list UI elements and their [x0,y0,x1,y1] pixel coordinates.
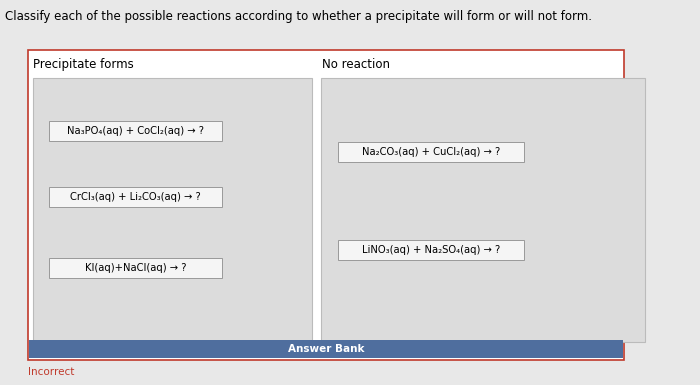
Text: Answer Bank: Answer Bank [288,344,364,354]
FancyBboxPatch shape [49,121,222,141]
Text: CrCl₃(aq) + Li₂CO₃(aq) → ?: CrCl₃(aq) + Li₂CO₃(aq) → ? [70,192,201,202]
FancyBboxPatch shape [338,142,524,162]
FancyBboxPatch shape [33,78,312,342]
Text: Incorrect: Incorrect [28,367,74,377]
FancyBboxPatch shape [49,187,222,207]
Text: Classify each of the possible reactions according to whether a precipitate will : Classify each of the possible reactions … [5,10,592,23]
FancyBboxPatch shape [338,239,524,259]
FancyBboxPatch shape [49,258,222,278]
FancyBboxPatch shape [28,50,624,360]
Text: LiNO₃(aq) + Na₂SO₄(aq) → ?: LiNO₃(aq) + Na₂SO₄(aq) → ? [362,244,500,254]
Text: No reaction: No reaction [321,58,390,71]
Text: Na₃PO₄(aq) + CoCl₂(aq) → ?: Na₃PO₄(aq) + CoCl₂(aq) → ? [67,126,204,136]
Text: Na₂CO₃(aq) + CuCl₂(aq) → ?: Na₂CO₃(aq) + CuCl₂(aq) → ? [362,147,500,157]
Text: KI(aq)+NaCl(aq) → ?: KI(aq)+NaCl(aq) → ? [85,263,186,273]
Text: Precipitate forms: Precipitate forms [33,58,133,71]
FancyBboxPatch shape [321,78,645,342]
FancyBboxPatch shape [29,340,623,358]
